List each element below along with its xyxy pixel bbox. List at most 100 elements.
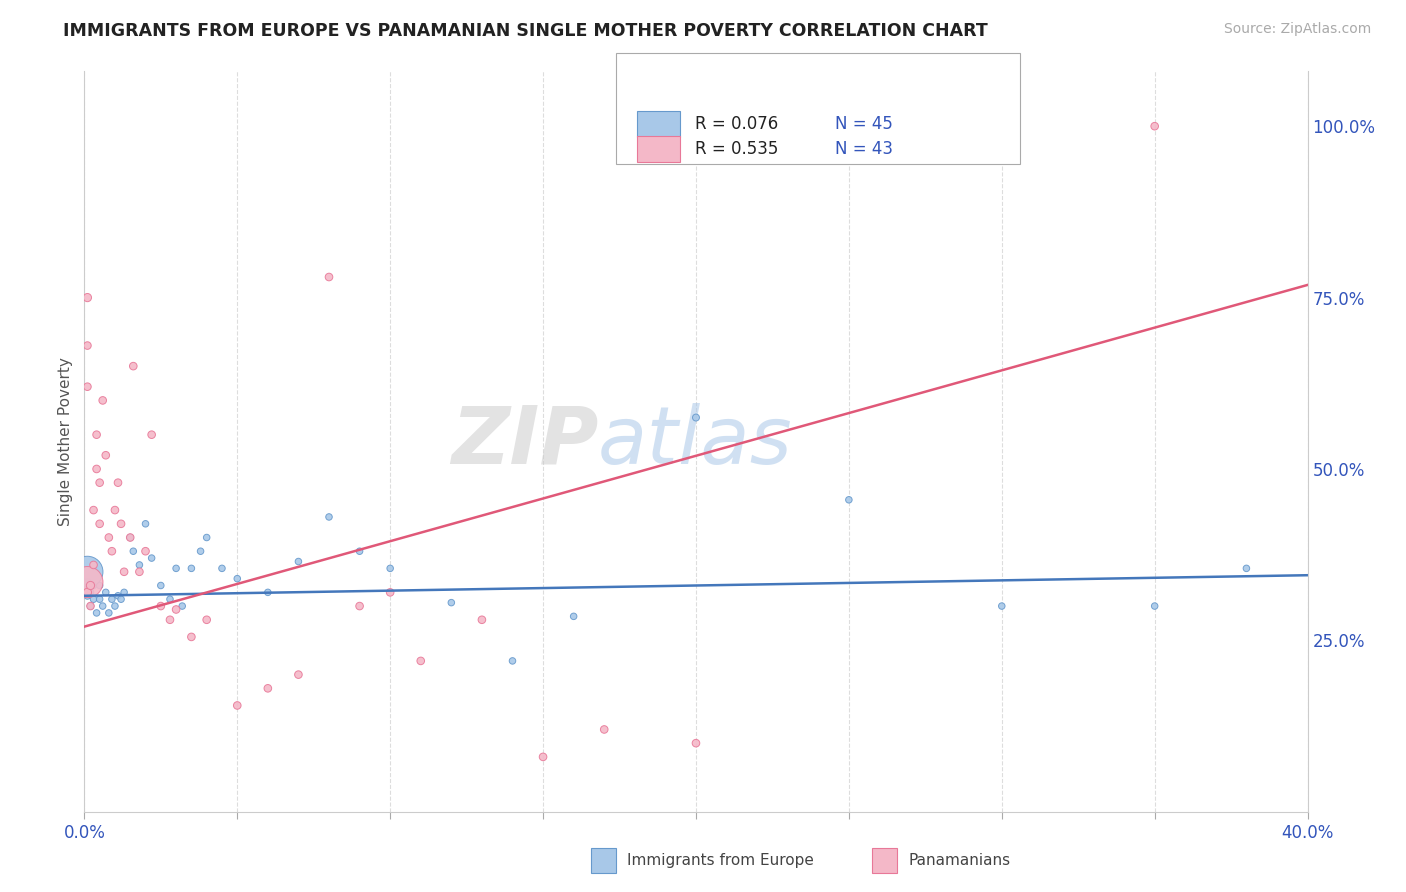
Point [79,578,101,592]
Point [76,575,98,590]
Point [79,585,101,599]
Point [471,613,494,627]
Point [97,531,120,545]
Point [94,585,117,599]
Point [76,589,98,603]
Point [89,592,111,607]
Point [257,585,280,599]
Point [89,475,111,490]
Point [86,606,108,620]
Point [165,561,187,575]
Point [83,592,105,607]
Text: N = 45: N = 45 [835,115,893,133]
Point [531,750,554,764]
Point [1143,599,1166,613]
Point [89,516,111,531]
Text: R = 0.076: R = 0.076 [695,115,778,133]
Point [112,565,135,579]
Bar [637,112,681,137]
Text: IMMIGRANTS FROM EUROPE VS PANAMANIAN SINGLE MOTHER POVERTY CORRELATION CHART: IMMIGRANTS FROM EUROPE VS PANAMANIAN SIN… [63,22,988,40]
Point [107,475,129,490]
Point [76,565,98,579]
Point [86,427,108,442]
Point [287,554,309,568]
Point [110,516,132,531]
Point [149,599,172,613]
Point [79,599,101,613]
Point [94,448,117,462]
Point [349,544,371,558]
Point [226,572,249,586]
Point [79,599,101,613]
Point [76,380,98,394]
Point [104,503,127,517]
Point [141,551,163,566]
Point [91,393,114,408]
Point [226,698,249,713]
Point [380,585,402,599]
Point [76,575,98,590]
Point [257,681,280,696]
Point [83,503,105,517]
Point [128,565,150,579]
Point [76,338,98,352]
Point [101,592,124,607]
Point [159,592,181,607]
Point [120,531,142,545]
Point [83,558,105,572]
Point [195,531,218,545]
Point [76,585,98,599]
Point [135,544,157,558]
Point [91,599,114,613]
Point [97,606,120,620]
Text: Source: ZipAtlas.com: Source: ZipAtlas.com [1223,22,1371,37]
Point [141,427,163,442]
Text: N = 43: N = 43 [835,140,893,158]
Y-axis label: Single Mother Poverty: Single Mother Poverty [58,357,73,526]
Point [318,270,340,285]
Point [149,578,172,592]
Point [593,723,616,737]
Point [685,736,707,750]
Point [120,531,142,545]
Point [128,558,150,572]
Point [159,613,181,627]
Point [211,561,233,575]
Point [76,291,98,305]
FancyBboxPatch shape [616,53,1021,164]
Point [135,516,157,531]
Point [172,599,194,613]
Point [991,599,1014,613]
Point [349,599,371,613]
Point [190,544,212,558]
Point [89,578,111,592]
Point [380,561,402,575]
Point [165,602,187,616]
Text: R = 0.535: R = 0.535 [695,140,778,158]
Point [112,585,135,599]
Point [838,492,860,507]
Text: ZIP: ZIP [451,402,598,481]
Point [562,609,585,624]
Point [1236,561,1258,575]
Point [409,654,432,668]
Text: atlas: atlas [598,402,793,481]
Point [104,599,127,613]
Point [1143,119,1166,133]
Point [502,654,524,668]
Bar [637,136,681,161]
Point [110,592,132,607]
Point [287,667,309,681]
Point [101,544,124,558]
Text: Immigrants from Europe: Immigrants from Europe [627,854,814,868]
Point [107,589,129,603]
Text: Panamanians: Panamanians [908,854,1011,868]
Point [318,510,340,524]
Point [180,561,202,575]
Point [440,596,463,610]
Point [86,462,108,476]
Point [122,544,145,558]
Point [195,613,218,627]
Point [122,359,145,373]
Point [180,630,202,644]
